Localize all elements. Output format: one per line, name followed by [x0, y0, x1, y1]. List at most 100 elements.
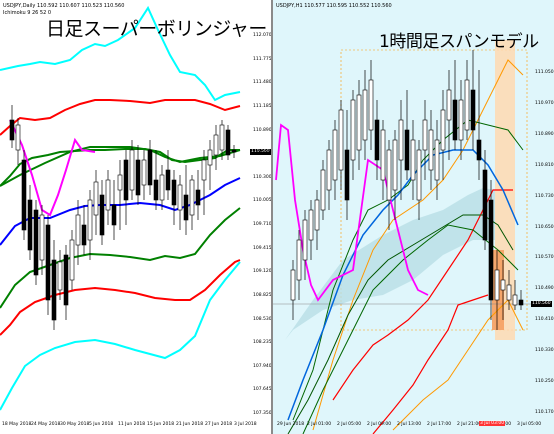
left_chart.y_ticks-tick: 110.890 — [253, 127, 271, 133]
right-band-red-lower — [372, 294, 489, 434]
right_chart.x_ticks-tick: 2 Jul 21:00 — [457, 422, 482, 427]
right_chart.x_ticks-tick: 2 Jul 17:00 — [427, 422, 452, 427]
left-band-upper-red — [0, 99, 241, 136]
right_chart.y_ticks-tick: 110.410 — [535, 317, 554, 323]
candle-body — [27, 199, 33, 251]
candle-body — [374, 119, 380, 161]
candle-body — [302, 219, 308, 261]
candle-body — [308, 209, 314, 241]
left_chart.y_ticks-tick: 109.120 — [253, 269, 271, 275]
candle-body — [338, 109, 344, 171]
candle-body — [69, 239, 75, 281]
left_chart.x_ticks-tick: 24 May 2018 — [31, 422, 61, 427]
right_chart.y_ticks-tick: 110.490 — [535, 286, 554, 292]
left_chart.y_ticks-tick: 107.645 — [253, 387, 271, 393]
left_chart.y_ticks-tick: 107.940 — [253, 363, 271, 369]
candle-body — [512, 294, 518, 306]
right_chart.y_ticks-tick: 110.250 — [535, 379, 554, 385]
right_chart.y_ticks-tick: 110.730 — [535, 193, 554, 199]
right_chart.x_ticks-tick: 2 Jul 05:00 — [337, 422, 362, 427]
left-candles — [9, 105, 237, 330]
candle-body — [9, 119, 15, 141]
candle-body — [470, 89, 476, 131]
candle-body — [458, 99, 464, 141]
candle-body — [356, 94, 362, 151]
candle-body — [177, 184, 183, 211]
left_chart.y_ticks-tick: 111.480 — [253, 80, 271, 86]
candle-body — [440, 109, 446, 151]
candle-body — [153, 179, 159, 201]
candle-body — [488, 199, 494, 301]
candle-body — [290, 269, 296, 301]
panel-divider — [271, 0, 273, 434]
left_chart.y_ticks-tick: 108.825 — [253, 292, 271, 298]
left_chart.y_ticks-tick: 111.185 — [253, 103, 271, 109]
left_chart.y_ticks-tick: 109.710 — [253, 222, 271, 227]
right_chart.y_ticks-tick: 110.650 — [535, 224, 554, 230]
candle-body — [105, 179, 111, 211]
left-band-lower-cyan — [0, 261, 241, 411]
candle-body — [51, 259, 57, 321]
candle-body — [147, 149, 153, 186]
right_chart.y_ticks-tick: 110.810 — [535, 162, 554, 168]
left-band-mid-green-upper — [0, 148, 240, 187]
right-chart-title: 1時間足スパンモデル — [379, 32, 539, 52]
candle-body — [123, 159, 129, 201]
right-band-orange-upper — [312, 59, 524, 431]
left_chart.x_ticks-tick: 15 Jun 2018 — [147, 422, 175, 427]
candle-body — [195, 189, 201, 206]
left_chart.y_ticks-tick: 110.300 — [253, 174, 271, 180]
left-lagging-span — [9, 119, 96, 217]
candle-body — [15, 124, 21, 151]
right_chart.y_ticks-tick: 110.890 — [535, 131, 554, 137]
candle-body — [171, 179, 177, 206]
right-symbol-line: USDJPY,H1 110.577 110.595 110.552 110.56… — [276, 3, 392, 9]
right_chart.x_ticks-tick: 2 Jul 09:00 — [367, 422, 392, 427]
candle-body — [398, 119, 404, 161]
candle-body — [434, 139, 440, 181]
right_chart.x_ticks-tick: 3 Jul 05:00 — [517, 422, 542, 427]
left-price-label: 110.560 — [250, 149, 271, 155]
left_chart.x_ticks-tick: 27 Jun 2018 — [205, 422, 233, 427]
candle-body — [183, 194, 189, 221]
candle-body — [410, 139, 416, 181]
right_chart.y_ticks-tick: 110.970 — [535, 100, 554, 106]
candle-body — [33, 209, 39, 276]
candle-body — [63, 254, 69, 306]
candle-body — [446, 89, 452, 121]
candle-body — [207, 149, 213, 166]
right_chart.x_ticks-tick: 29 Jun 2018 — [277, 422, 305, 427]
candle-body — [219, 124, 225, 151]
right-chart-panel: USDJPY,H1 110.577 110.595 110.552 110.56… — [273, 0, 554, 434]
candle-body — [314, 199, 320, 231]
candle-body — [201, 159, 207, 181]
left-symbol-line: USDJPY,Daily 110.592 110.607 110.523 110… — [3, 3, 125, 9]
left-chart-title: 日足スーパーボリンジャー — [46, 18, 267, 40]
candle-body — [81, 224, 87, 246]
candle-body — [422, 119, 428, 151]
candle-body — [368, 79, 374, 131]
candle-body — [93, 181, 99, 216]
right_chart.y_ticks-tick: 111.050 — [535, 70, 554, 75]
candle-body — [296, 239, 302, 281]
left_chart.y_ticks-tick: 109.415 — [253, 245, 271, 251]
candle-body — [428, 129, 434, 171]
candle-body — [141, 159, 147, 186]
left-band-mid-green — [0, 146, 241, 187]
candle-body — [386, 149, 392, 201]
left_chart.y_ticks-tick: 108.530 — [253, 316, 271, 322]
candle-body — [452, 99, 458, 141]
left_chart.x_ticks-tick: 3 Jul 2018 — [234, 422, 257, 427]
candle-body — [416, 149, 422, 201]
right-lagging-span — [275, 123, 429, 302]
right_chart.x_ticks-tick: 2 Jul 13:00 — [397, 422, 422, 427]
candle-body — [231, 149, 237, 153]
candle-body — [75, 214, 81, 246]
candle-body — [87, 199, 93, 241]
left_chart.y_ticks-tick: 112.070 — [253, 33, 271, 38]
left_chart.y_ticks-tick: 111.775 — [253, 56, 271, 62]
candle-body — [111, 204, 117, 226]
right-candles — [290, 50, 524, 330]
candle-body — [350, 99, 356, 161]
candle-body — [129, 149, 135, 191]
